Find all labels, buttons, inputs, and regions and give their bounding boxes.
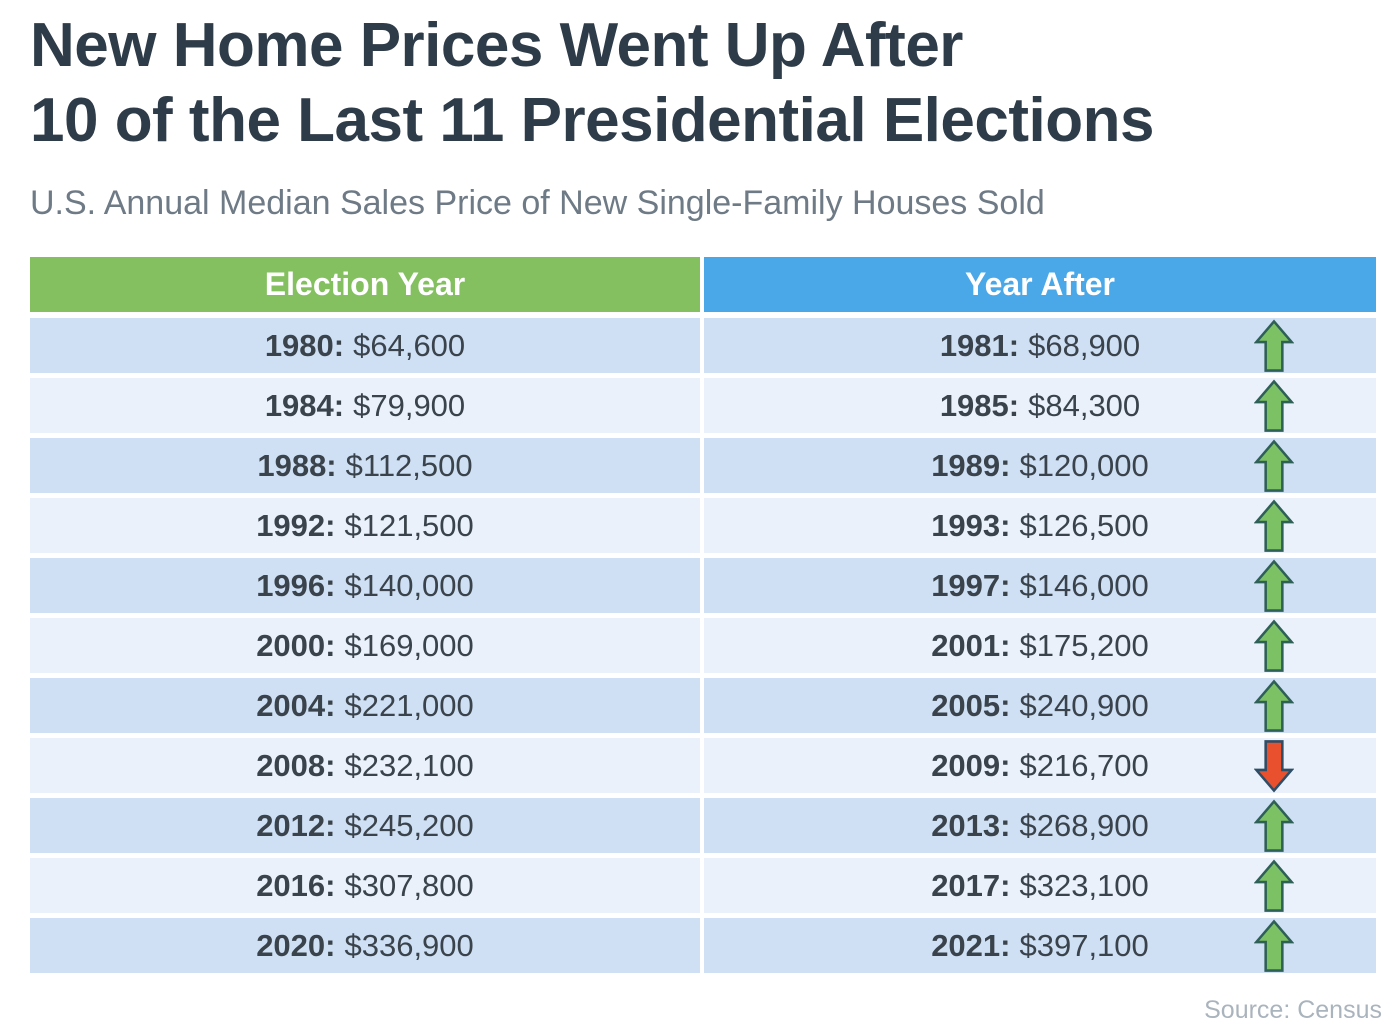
table-row: 1992: $121,500 1993: $126,500: [30, 498, 1376, 553]
year-after-cell: 2021: $397,100: [704, 918, 1376, 973]
year-after-label: 2017:: [931, 867, 1011, 903]
election-year-label: 1988:: [257, 447, 337, 483]
arrow-up-icon: [1254, 319, 1294, 372]
election-year-cell: 2012: $245,200: [30, 798, 700, 853]
election-year-label: 2004:: [256, 687, 336, 723]
year-after-label: 1981:: [939, 327, 1020, 363]
year-after-cell: 2001: $175,200: [704, 618, 1376, 673]
election-year-cell: 1988: $112,500: [30, 438, 700, 493]
year-after-cell: 1993: $126,500: [704, 498, 1376, 553]
column-header-election-year: Election Year: [30, 257, 700, 312]
election-year-label: 1984:: [264, 387, 345, 423]
year-after-price: $68,900: [1028, 327, 1141, 363]
election-year-label: 1980:: [264, 327, 345, 363]
arrow-up-icon: [1254, 859, 1294, 912]
year-after-cell: 2017: $323,100: [704, 858, 1376, 913]
election-year-price: $232,100: [344, 747, 474, 783]
election-year-price: $79,900: [353, 387, 466, 423]
table-row: 2004: $221,000 2005: $240,900: [30, 678, 1376, 733]
year-after-cell: 2009: $216,700: [704, 738, 1376, 793]
election-year-label: 1992:: [256, 507, 336, 543]
election-year-cell: 1992: $121,500: [30, 498, 700, 553]
year-after-price: $240,900: [1019, 687, 1149, 723]
year-after-price: $175,200: [1019, 627, 1149, 663]
table-row: 1988: $112,500 1989: $120,000: [30, 438, 1376, 493]
election-year-label: 2016:: [256, 867, 336, 903]
year-after-label: 2021:: [931, 927, 1011, 963]
table-row: 2008: $232,100 2009: $216,700: [30, 738, 1376, 793]
year-after-label: 1997:: [931, 567, 1011, 603]
arrow-up-icon: [1254, 919, 1294, 972]
election-year-cell: 2016: $307,800: [30, 858, 700, 913]
page-title-line1: New Home Prices Went Up After: [30, 11, 963, 80]
election-year-price: $245,200: [344, 807, 474, 843]
table-row: 2016: $307,800 2017: $323,100: [30, 858, 1376, 913]
election-year-cell: 1980: $64,600: [30, 318, 700, 373]
source-attribution: Source: Census: [1204, 996, 1382, 1024]
year-after-cell: 1997: $146,000: [704, 558, 1376, 613]
table-row: 1996: $140,000 1997: $146,000: [30, 558, 1376, 613]
election-year-cell: 2008: $232,100: [30, 738, 700, 793]
arrow-down-icon: [1254, 739, 1294, 792]
arrow-up-icon: [1254, 559, 1294, 612]
election-year-price: $121,500: [344, 507, 474, 543]
year-after-label: 1985:: [939, 387, 1020, 423]
year-after-label: 1989:: [931, 447, 1011, 483]
election-year-cell: 2000: $169,000: [30, 618, 700, 673]
year-after-cell: 2005: $240,900: [704, 678, 1376, 733]
election-year-label: 2020:: [256, 927, 336, 963]
arrow-up-icon: [1254, 439, 1294, 492]
year-after-price: $84,300: [1028, 387, 1141, 423]
year-after-price: $268,900: [1019, 807, 1149, 843]
year-after-price: $146,000: [1019, 567, 1149, 603]
year-after-price: $126,500: [1019, 507, 1149, 543]
election-year-cell: 2004: $221,000: [30, 678, 700, 733]
election-year-label: 2012:: [256, 807, 336, 843]
page-subtitle: U.S. Annual Median Sales Price of New Si…: [30, 184, 1045, 222]
table-row: 1984: $79,900 1985: $84,300: [30, 378, 1376, 433]
arrow-up-icon: [1254, 799, 1294, 852]
year-after-price: $216,700: [1019, 747, 1149, 783]
arrow-up-icon: [1254, 619, 1294, 672]
year-after-price: $120,000: [1019, 447, 1149, 483]
year-after-label: 1993:: [931, 507, 1011, 543]
election-year-price: $336,900: [344, 927, 474, 963]
column-header-year-after: Year After: [704, 257, 1376, 312]
year-after-label: 2005:: [931, 687, 1011, 723]
page-title-line2: 10 of the Last 11 Presidential Elections: [30, 86, 1154, 155]
arrow-up-icon: [1254, 379, 1294, 432]
table-row: 2012: $245,200 2013: $268,900: [30, 798, 1376, 853]
election-year-label: 2008:: [256, 747, 336, 783]
election-year-price: $112,500: [345, 447, 473, 483]
table-row: 1980: $64,600 1981: $68,900: [30, 318, 1376, 373]
year-after-label: 2001:: [931, 627, 1011, 663]
election-year-price: $169,000: [344, 627, 474, 663]
table-header-row: Election Year Year After: [30, 257, 1376, 312]
election-year-label: 1996:: [256, 567, 336, 603]
election-year-cell: 1984: $79,900: [30, 378, 700, 433]
year-after-price: $323,100: [1019, 867, 1149, 903]
election-year-price: $64,600: [353, 327, 466, 363]
table-row: 2000: $169,000 2001: $175,200: [30, 618, 1376, 673]
year-after-price: $397,100: [1019, 927, 1149, 963]
election-year-price: $140,000: [344, 567, 474, 603]
year-after-cell: 2013: $268,900: [704, 798, 1376, 853]
election-year-cell: 1996: $140,000: [30, 558, 700, 613]
election-year-price: $307,800: [344, 867, 474, 903]
year-after-label: 2013:: [931, 807, 1011, 843]
election-year-cell: 2020: $336,900: [30, 918, 700, 973]
year-after-cell: 1981: $68,900: [704, 318, 1376, 373]
table-row: 2020: $336,900 2021: $397,100: [30, 918, 1376, 973]
year-after-cell: 1989: $120,000: [704, 438, 1376, 493]
election-year-price: $221,000: [344, 687, 474, 723]
price-table: Election Year Year After 1980: $64,600 1…: [30, 257, 1376, 973]
table-body: 1980: $64,600 1981: $68,900 1984: $79,90…: [30, 318, 1376, 973]
arrow-up-icon: [1254, 499, 1294, 552]
election-year-label: 2000:: [256, 627, 336, 663]
year-after-cell: 1985: $84,300: [704, 378, 1376, 433]
year-after-label: 2009:: [931, 747, 1011, 783]
page-title: New Home Prices Went Up After 10 of the …: [30, 8, 1154, 158]
arrow-up-icon: [1254, 679, 1294, 732]
